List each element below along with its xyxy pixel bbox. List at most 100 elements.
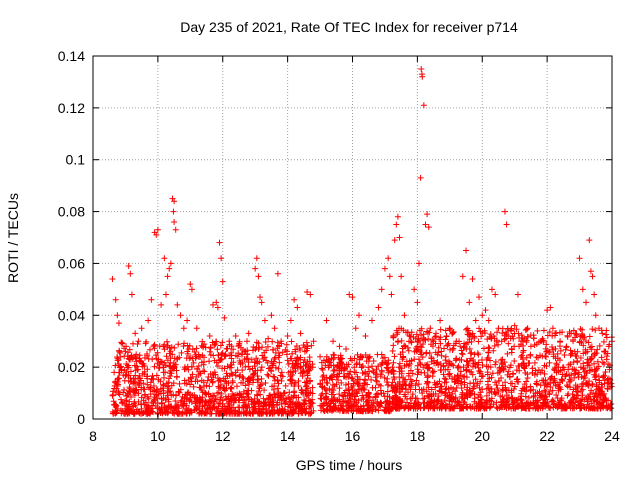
data-point: [364, 381, 371, 388]
data-point: [420, 404, 427, 411]
data-point: [162, 369, 169, 376]
data-point: [426, 350, 433, 357]
data-point: [354, 380, 361, 387]
data-point: [291, 296, 298, 303]
data-point: [552, 345, 559, 352]
data-point: [549, 332, 556, 339]
data-point: [432, 349, 439, 356]
data-point: [539, 353, 546, 360]
data-point: [554, 395, 561, 402]
data-point: [199, 397, 206, 404]
data-point: [307, 364, 314, 371]
data-point: [370, 369, 377, 376]
data-point: [138, 405, 145, 412]
x-tick-label: 24: [604, 428, 620, 444]
data-point: [252, 265, 259, 272]
data-point: [594, 346, 601, 353]
data-point: [454, 373, 461, 380]
data-point: [136, 380, 143, 387]
data-point: [391, 353, 398, 360]
data-point: [576, 255, 583, 262]
data-point: [204, 377, 211, 384]
data-point: [466, 299, 473, 306]
data-point: [170, 380, 177, 387]
data-point: [160, 395, 167, 402]
data-point: [189, 392, 196, 399]
data-point: [283, 341, 290, 348]
data-point: [175, 341, 182, 348]
data-point: [144, 408, 151, 415]
data-point: [459, 351, 466, 358]
data-point: [476, 325, 483, 332]
data-point: [272, 364, 279, 371]
data-point: [562, 373, 569, 380]
data-point: [527, 352, 534, 359]
data-point: [378, 286, 385, 293]
data-point: [208, 376, 215, 383]
data-point: [307, 291, 314, 298]
data-point: [297, 330, 304, 337]
data-point: [492, 358, 499, 365]
data-point: [575, 392, 582, 399]
data-point: [266, 401, 273, 408]
data-point: [241, 356, 248, 363]
data-point: [292, 346, 299, 353]
data-point: [396, 360, 403, 367]
data-point: [135, 366, 142, 373]
data-point: [583, 299, 590, 306]
data-point: [584, 356, 591, 363]
data-point: [326, 404, 333, 411]
data-point: [578, 330, 585, 337]
data-point: [430, 405, 437, 412]
data-point: [125, 372, 132, 379]
data-point: [380, 390, 387, 397]
data-point: [110, 388, 117, 395]
data-point: [488, 374, 495, 381]
data-point: [601, 372, 608, 379]
data-point: [531, 359, 538, 366]
data-point: [293, 400, 300, 407]
data-point: [418, 344, 425, 351]
data-point: [598, 391, 605, 398]
data-point: [201, 389, 208, 396]
data-point: [456, 398, 463, 405]
data-point: [184, 407, 191, 414]
data-point: [190, 383, 197, 390]
data-point: [420, 335, 427, 342]
data-point: [219, 278, 226, 285]
data-point: [300, 359, 307, 366]
data-point: [586, 362, 593, 369]
data-point: [559, 371, 566, 378]
data-point: [269, 362, 276, 369]
data-point: [173, 392, 180, 399]
x-axis-label: GPS time / hours: [296, 457, 403, 473]
data-point: [320, 357, 327, 364]
data-point: [142, 399, 149, 406]
data-point: [563, 382, 570, 389]
data-point: [390, 342, 397, 349]
data-point: [416, 327, 423, 334]
data-point: [406, 404, 413, 411]
data-point: [217, 394, 224, 401]
data-point: [384, 388, 391, 395]
data-point: [131, 400, 138, 407]
data-point: [593, 397, 600, 404]
data-point: [172, 361, 179, 368]
data-point: [542, 403, 549, 410]
data-point: [510, 386, 517, 393]
data-point: [561, 352, 568, 359]
data-point: [467, 350, 474, 357]
data-point: [553, 369, 560, 376]
data-point: [330, 371, 337, 378]
data-point: [274, 270, 281, 277]
data-point: [381, 374, 388, 381]
data-point: [114, 375, 121, 382]
data-point: [251, 401, 258, 408]
data-point: [295, 377, 302, 384]
data-point: [172, 226, 179, 233]
data-point: [546, 329, 553, 336]
data-point: [425, 399, 432, 406]
data-point: [193, 325, 200, 332]
data-point: [420, 341, 427, 348]
data-point: [145, 409, 152, 416]
